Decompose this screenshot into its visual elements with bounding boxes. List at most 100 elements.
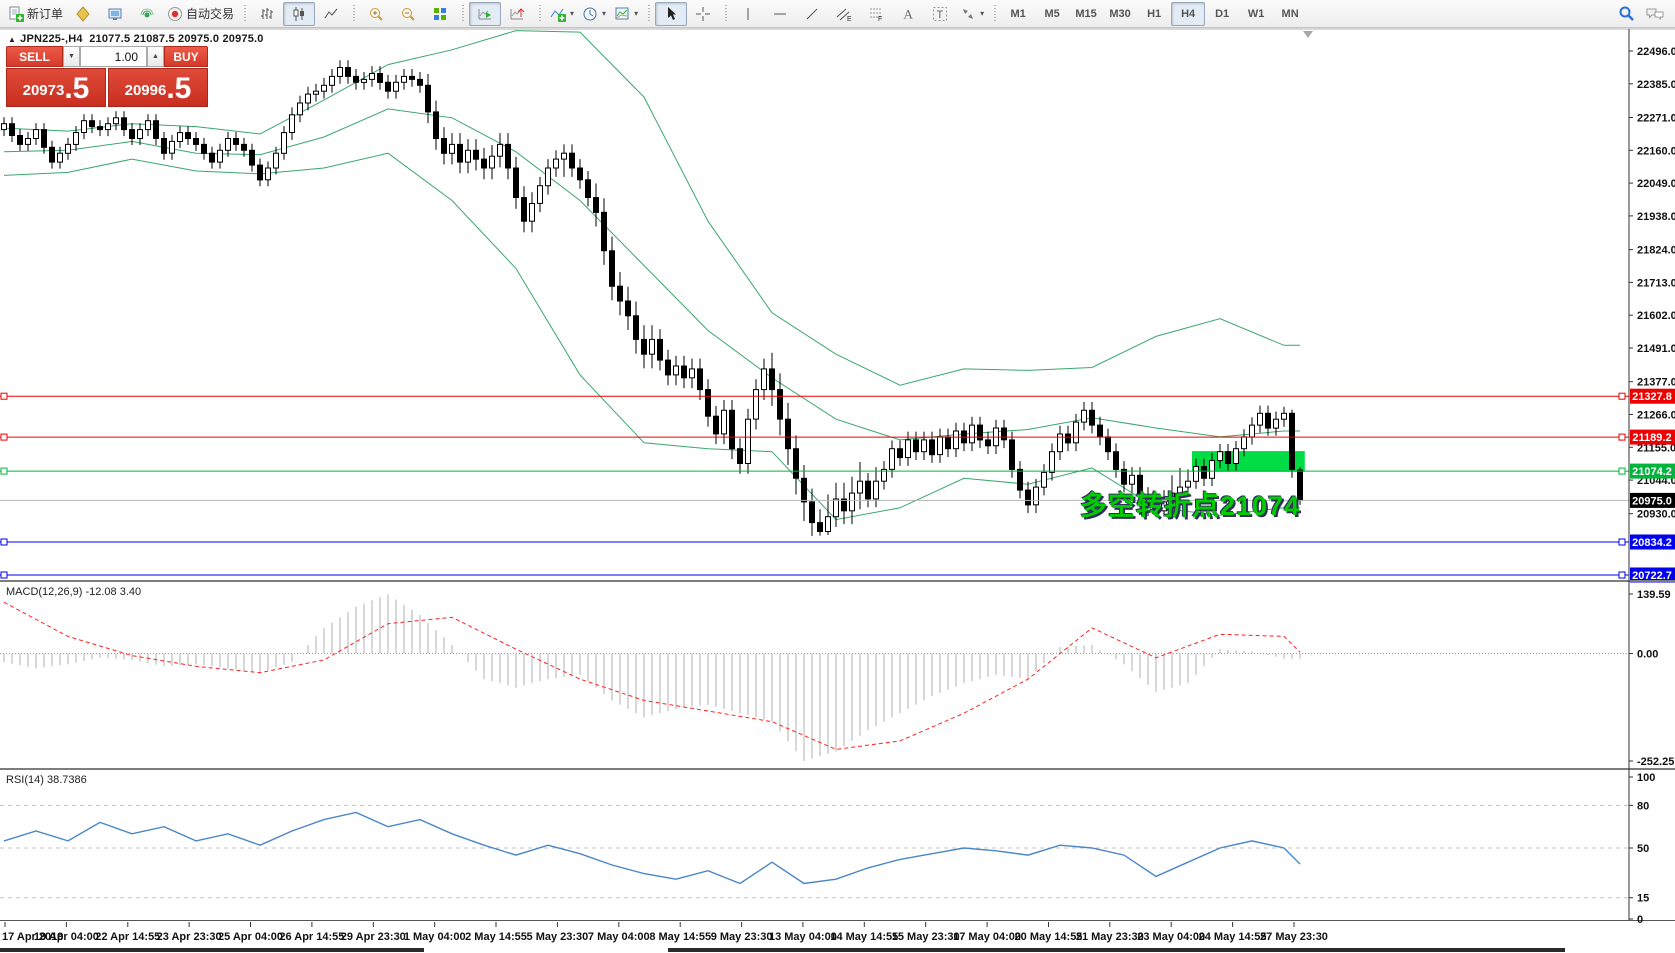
horizontal-line-button[interactable]: [764, 2, 796, 26]
svg-text:22 Apr 14:55: 22 Apr 14:55: [95, 931, 160, 943]
timeframe-mn-button[interactable]: MN: [1281, 7, 1299, 20]
svg-text:21713.0: 21713.0: [1637, 277, 1675, 289]
text-label-button[interactable]: T: [924, 2, 956, 26]
svg-text:21602.0: 21602.0: [1637, 310, 1675, 322]
zoom-out-button[interactable]: [392, 2, 424, 26]
signals-button[interactable]: [131, 2, 163, 26]
timeframe-m1-button[interactable]: M1: [1010, 7, 1026, 20]
svg-text:21491.0: 21491.0: [1637, 343, 1675, 355]
svg-text:9 May 23:30: 9 May 23:30: [711, 931, 773, 943]
arrows-button[interactable]: ▾: [956, 2, 988, 26]
svg-text:15 May 23:30: 15 May 23:30: [892, 931, 960, 943]
vertical-line-button[interactable]: [732, 2, 764, 26]
chat-icon[interactable]: [1645, 6, 1665, 22]
svg-text:26 Apr 14:55: 26 Apr 14:55: [279, 931, 344, 943]
svg-text:17 Apr 2019: 17 Apr 2019: [2, 931, 63, 943]
svg-text:0.00: 0.00: [1637, 649, 1658, 661]
search-icon[interactable]: [1618, 5, 1635, 22]
tile-windows-button[interactable]: [424, 2, 456, 26]
horizontal-line-icon: [774, 13, 787, 14]
svg-text:20722.7: 20722.7: [1632, 570, 1672, 582]
zoom-in-icon: [370, 7, 383, 21]
signals-icon: [140, 8, 154, 17]
svg-text:A: A: [904, 6, 914, 21]
one-click-collapse-icon[interactable]: ▲: [8, 35, 17, 44]
svg-text:23 May 04:00: 23 May 04:00: [1137, 931, 1205, 943]
svg-text:21155.0: 21155.0: [1637, 442, 1675, 454]
toolbar-grip: [992, 4, 998, 23]
auto-scroll-button[interactable]: [469, 1, 502, 26]
equidistant-channel-button[interactable]: E: [828, 2, 860, 26]
crosshair-button[interactable]: [687, 2, 719, 26]
arrows-icon: [963, 8, 974, 19]
trendline-button[interactable]: [796, 2, 828, 26]
svg-text:19 Apr 04:00: 19 Apr 04:00: [34, 931, 99, 943]
toolbar: 新订单 自动交易 ▾ ▾ ▾ E F A T ▾: [0, 0, 1675, 28]
sell-price-display[interactable]: 20973.5: [6, 68, 106, 107]
strategy-tester-button[interactable]: [99, 2, 131, 26]
new-order-icon: [9, 6, 24, 22]
svg-text:14 May 14:55: 14 May 14:55: [830, 931, 898, 943]
svg-text:1 May 04:00: 1 May 04:00: [404, 931, 466, 943]
svg-text:E: E: [847, 16, 852, 22]
equidistant-channel-icon: E: [836, 8, 852, 22]
buy-button[interactable]: BUY: [164, 46, 208, 67]
bar-chart-button[interactable]: [251, 2, 283, 26]
fibonacci-button[interactable]: F: [860, 2, 892, 26]
trendline-icon: [806, 8, 818, 19]
text-button[interactable]: A: [892, 2, 924, 26]
volume-up-icon: ▲: [152, 53, 159, 60]
new-order-button[interactable]: 新订单: [4, 2, 67, 26]
chart-shift-button[interactable]: [501, 2, 533, 26]
periods-button[interactable]: ▾: [578, 2, 610, 26]
toolbar-grip: [242, 4, 248, 23]
tile-windows-icon: [434, 7, 447, 20]
svg-text:21266.0: 21266.0: [1637, 410, 1675, 422]
pivot-annotation-text[interactable]: 多空转折点21074: [1080, 491, 1301, 521]
indicators-icon: [550, 8, 567, 22]
timeframe-d1-button[interactable]: D1: [1215, 7, 1230, 20]
volume-up-button[interactable]: ▲: [147, 46, 164, 67]
templates-button[interactable]: ▾: [610, 2, 642, 26]
svg-text:80: 80: [1637, 800, 1649, 812]
timeframe-h1-button[interactable]: H1: [1147, 7, 1162, 20]
cursor-button[interactable]: [655, 1, 688, 26]
timeframe-m5-button[interactable]: M5: [1044, 7, 1060, 20]
cursor-icon: [668, 6, 677, 20]
zoom-in-button[interactable]: [360, 2, 392, 26]
symbol-info-line[interactable]: ▲ JPN225-,H4 21077.5 21087.5 20975.0 2097…: [8, 33, 264, 45]
svg-text:21938.0: 21938.0: [1637, 211, 1675, 223]
svg-text:100: 100: [1637, 772, 1655, 784]
toolbar-grip: [646, 4, 652, 23]
candlestick-button[interactable]: [283, 1, 316, 26]
svg-text:21074.2: 21074.2: [1632, 466, 1672, 478]
volume-input[interactable]: 1.00: [80, 46, 147, 67]
svg-text:21327.8: 21327.8: [1632, 391, 1672, 403]
svg-text:27 May 23:30: 27 May 23:30: [1260, 931, 1328, 943]
svg-text:15: 15: [1637, 893, 1649, 905]
symbol-ohlc: 21077.5 21087.5 20975.0 20975.0: [89, 33, 264, 45]
autotrading-icon: [168, 6, 183, 21]
metaeditor-icon: [76, 5, 90, 22]
metaeditor-button[interactable]: [67, 2, 99, 26]
indicators-button[interactable]: ▾: [546, 2, 578, 26]
h-scrollbar-right[interactable]: [668, 948, 1565, 952]
svg-text:F: F: [878, 16, 882, 22]
timeframe-m15-button[interactable]: M15: [1075, 7, 1097, 20]
buy-price-display[interactable]: 20996.5: [108, 68, 208, 107]
crosshair-icon: [696, 6, 711, 21]
h-scrollbar-left[interactable]: [0, 948, 424, 952]
bar-chart-icon: [261, 7, 274, 19]
autotrading-button[interactable]: 自动交易: [163, 2, 238, 26]
toolbar-grip: [537, 4, 543, 23]
sell-price-main: 20973: [22, 82, 65, 99]
svg-text:25 Apr 04:00: 25 Apr 04:00: [218, 931, 283, 943]
sell-button[interactable]: SELL: [6, 46, 63, 67]
line-chart-button[interactable]: [315, 2, 347, 26]
timeframe-h4-button[interactable]: H4: [1171, 1, 1206, 26]
zoom-out-icon: [402, 7, 415, 21]
timeframe-w1-button[interactable]: W1: [1247, 7, 1265, 20]
timeframe-m30-button[interactable]: M30: [1109, 7, 1131, 20]
volume-down-button[interactable]: ▼: [63, 46, 80, 67]
